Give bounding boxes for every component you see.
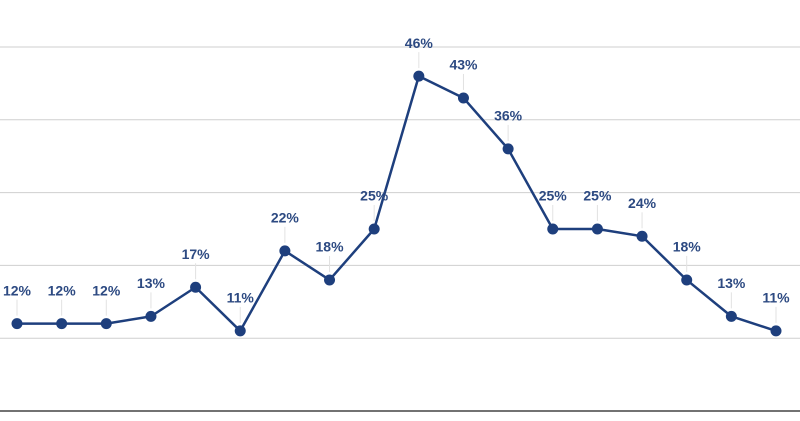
data-label: 17%: [182, 246, 211, 262]
point: [190, 281, 202, 293]
data-label: 12%: [92, 282, 121, 298]
point: [770, 325, 782, 337]
data-label: 11%: [762, 290, 790, 306]
data-label: 25%: [539, 188, 568, 204]
data-label: 13%: [717, 275, 746, 291]
data-label: 43%: [449, 57, 478, 73]
data-label: 22%: [271, 210, 300, 226]
point: [547, 223, 559, 235]
point: [145, 310, 157, 322]
point: [234, 325, 246, 337]
point: [324, 274, 336, 286]
data-label: 11%: [227, 290, 255, 306]
line: [17, 74, 777, 333]
point: [636, 230, 648, 242]
point: [725, 310, 737, 322]
data-label: 36%: [494, 108, 523, 124]
data-label: 13%: [137, 275, 166, 291]
point: [100, 318, 112, 330]
point: [681, 274, 693, 286]
point: [11, 318, 23, 330]
point: [56, 318, 68, 330]
data-label: 12%: [48, 282, 77, 298]
point: [457, 92, 469, 104]
point: [368, 223, 380, 235]
data-label: 25%: [583, 188, 612, 204]
point: [279, 245, 291, 257]
data-label: 24%: [628, 195, 657, 211]
data-label: 18%: [316, 239, 345, 255]
data-label: 12%: [3, 282, 32, 298]
point: [591, 223, 603, 235]
point: [502, 143, 514, 155]
data-label: 18%: [673, 239, 702, 255]
data-label: 46%: [405, 35, 434, 51]
data-label: 25%: [360, 188, 389, 204]
point: [413, 70, 425, 82]
